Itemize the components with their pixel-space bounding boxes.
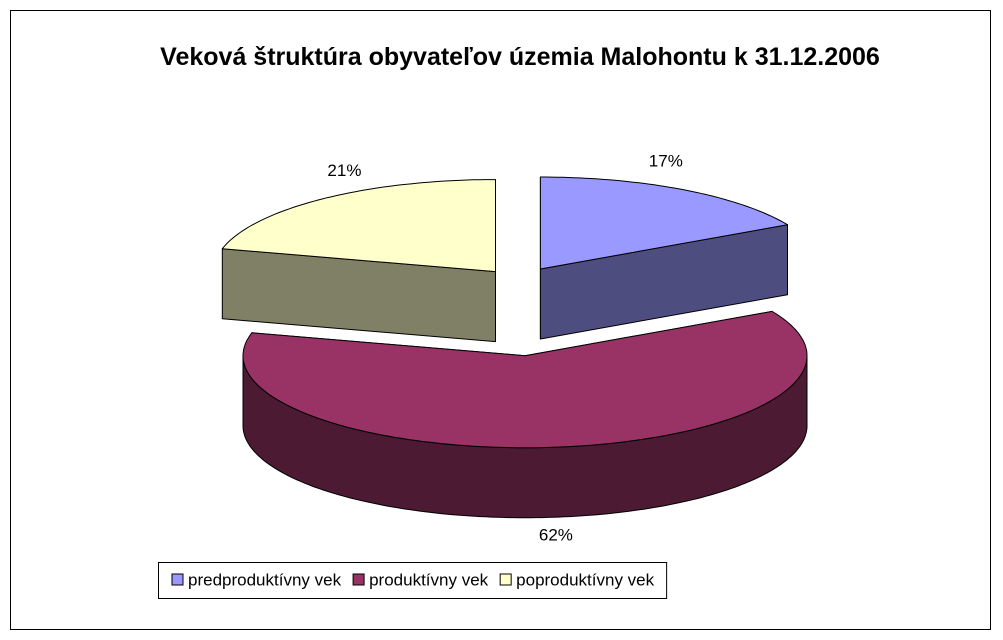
slice (242, 310, 808, 449)
legend-swatch (171, 573, 184, 586)
legend-swatch (499, 573, 512, 586)
slice (539, 176, 788, 270)
chart-title: Veková štruktúra obyvateľov územia Maloh… (160, 43, 880, 71)
legend-label: produktívny vek (369, 570, 489, 589)
data-label: 62% (539, 525, 573, 544)
legend (158, 562, 668, 599)
legend-label: poproduktívny vek (516, 570, 654, 589)
data-label: 17% (649, 152, 683, 171)
legend-swatch (352, 573, 365, 586)
legend-label: predproduktívny vek (188, 570, 342, 589)
chart-frame (10, 10, 991, 630)
data-label: 21% (327, 161, 361, 180)
slice (221, 179, 496, 273)
